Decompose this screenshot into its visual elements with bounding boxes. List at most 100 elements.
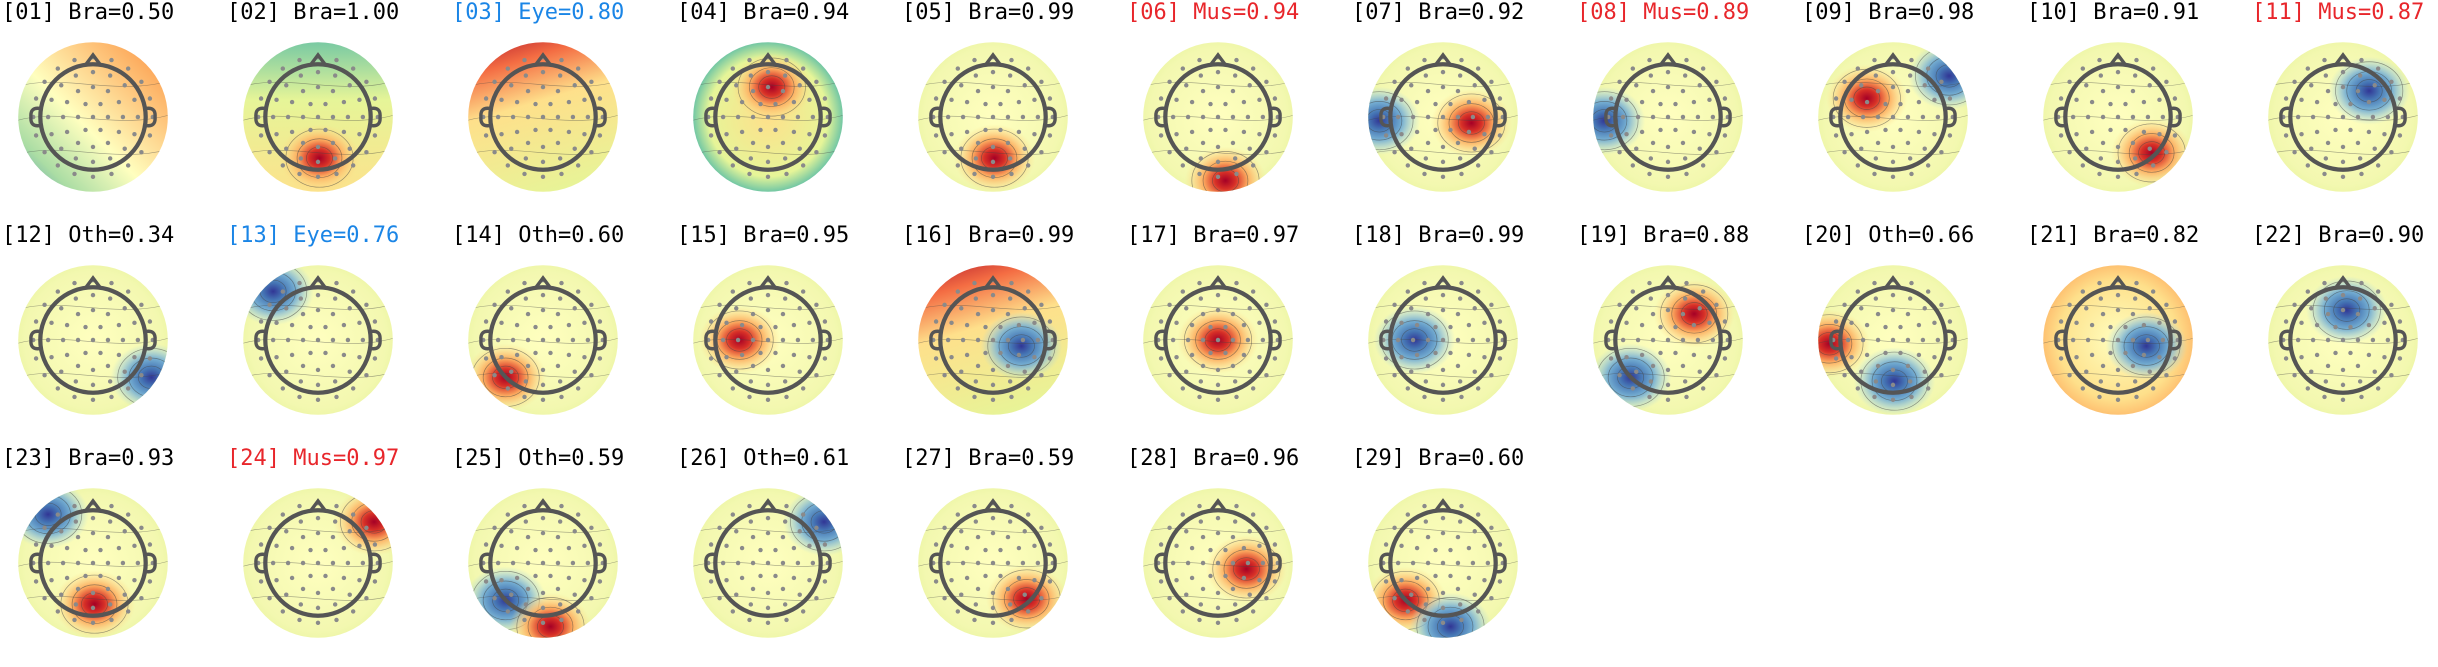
electrode [1634,306,1639,311]
electrode [1198,379,1204,384]
left-ear-marker [1379,329,1391,351]
electrode [2299,97,2304,103]
nose-marker [983,498,1003,513]
electrode [990,515,996,521]
electrode [75,88,81,94]
head-outline [263,62,373,172]
electrode [1475,289,1481,294]
right-ear-marker [1945,329,1957,351]
electrode [83,101,88,107]
electrode [2089,322,2095,328]
electrode [1470,337,1476,343]
electrode [83,350,88,356]
electrode [822,579,828,584]
electrode [1472,146,1477,151]
electrode [540,84,546,90]
electrode [1849,320,1854,326]
electrode [773,573,778,579]
electrode [1684,280,1689,286]
electrode [1650,363,1656,369]
electrode [1489,302,1494,308]
contour-line [2335,61,2404,121]
electrode [1482,543,1487,549]
electrode [1489,149,1494,155]
head-outline [713,285,823,395]
contour-line [1232,557,1260,581]
electrode [1634,146,1639,151]
electrode [1260,114,1266,120]
electrode [2333,127,2338,133]
electrode [773,350,778,356]
electrode [1624,131,1629,137]
electrode [1695,114,1701,120]
electrode [784,394,789,400]
electrode [90,337,96,343]
contour-line [18,302,168,312]
electrode [332,73,338,78]
electrode [748,519,754,524]
electrode [1466,322,1472,328]
component-label: [11] Mus=0.87 [2252,0,2425,25]
electrode [1383,96,1389,101]
electrode [1422,171,1427,177]
electrode [1489,525,1494,531]
electrode [1907,73,1913,78]
electrode [72,171,77,177]
electrode [1234,394,1239,400]
electrode [533,101,538,107]
electrode [773,547,778,553]
electrode [1392,79,1397,85]
left-ear-marker [704,106,716,128]
electrode [1167,149,1172,155]
contour-line [693,302,843,312]
electrode [566,129,572,135]
nose-marker [1883,275,1903,290]
electrode [1167,302,1172,308]
right-ear-marker [1495,552,1507,574]
electrode [972,394,977,400]
contour-line [1368,525,1518,535]
electrode [90,84,96,90]
scalp-topomap [1143,265,1293,415]
electrode [1405,386,1411,391]
electrode [739,99,745,105]
electrode [1399,543,1404,549]
electrode [822,542,828,547]
contour-line [758,75,786,99]
electrode [559,57,564,63]
contour-line [1617,365,1645,390]
electrode [2141,352,2147,358]
electrode [345,337,351,343]
electrode [1617,149,1622,155]
electrode [739,322,745,328]
electrode [2115,397,2121,403]
positive-activation-blob [333,488,393,556]
contour-line [2043,302,2193,312]
electrode [2348,101,2353,107]
electrode [1873,73,1879,78]
electrode [972,57,977,63]
electrode [523,519,529,524]
electrode [1185,114,1191,120]
electrode [499,354,504,360]
electrode [1697,83,1702,88]
electrode [1682,379,1688,384]
electrode [597,542,603,547]
electrode [1909,57,1914,63]
electrode [1833,356,1839,361]
electrode [548,324,553,330]
electrode [42,149,47,155]
electrode [1898,350,1903,356]
electrode [540,174,546,180]
electrode [1440,590,1446,596]
electrode [116,575,122,581]
electrode [350,386,356,391]
electrode [1658,324,1663,330]
electrode [1047,356,1053,361]
electrode [116,322,122,328]
electrode [350,609,356,614]
electrode [357,320,362,326]
electrode [1264,595,1269,601]
electrode [975,88,981,94]
